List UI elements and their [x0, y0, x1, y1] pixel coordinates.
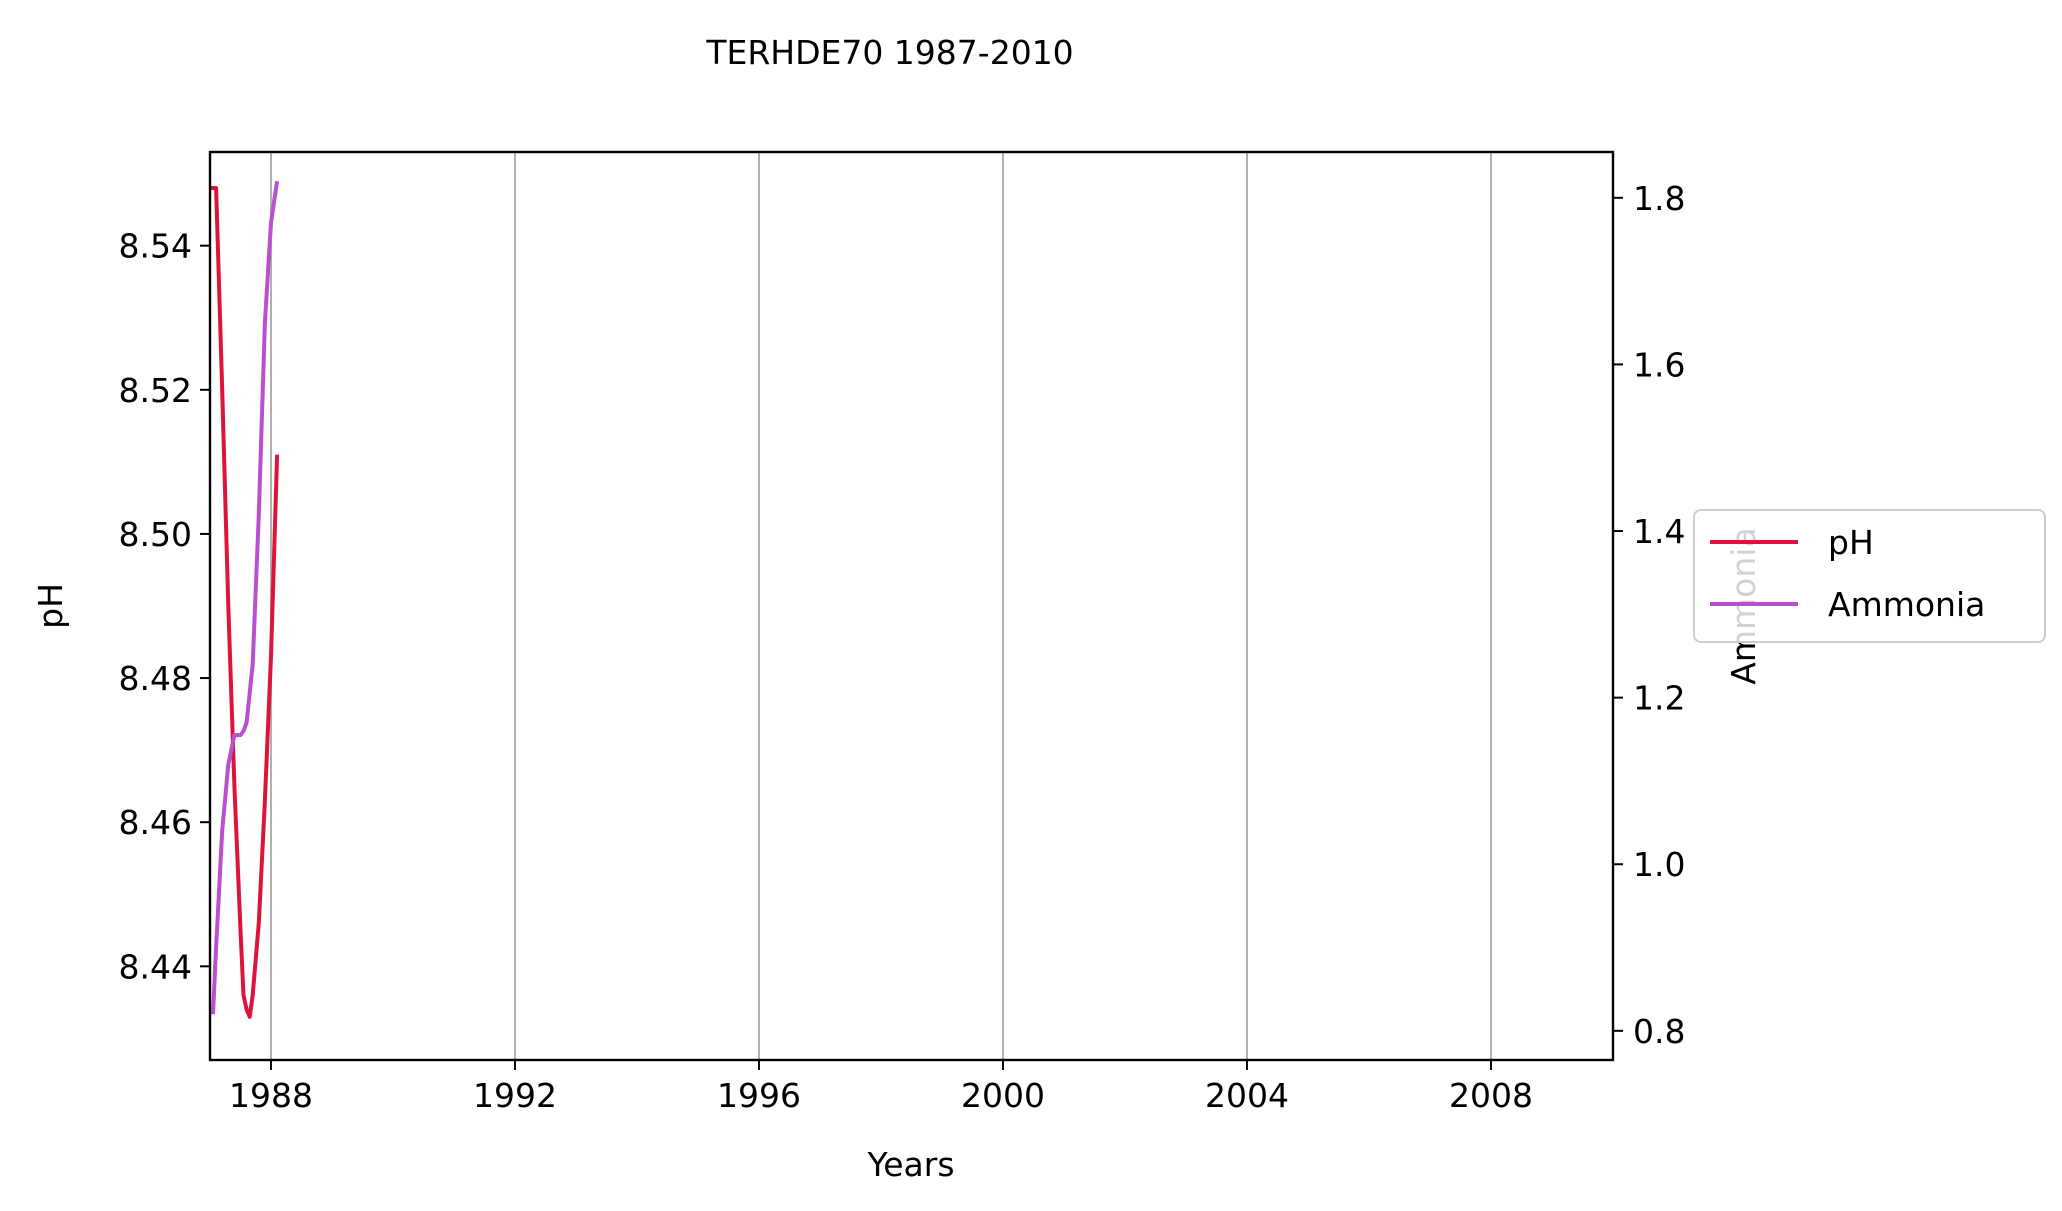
y-axis-label: pH	[31, 583, 70, 629]
x-tick-label: 2004	[1205, 1076, 1289, 1115]
y-tick-label: 8.50	[119, 515, 192, 554]
y-tick-label: 8.52	[119, 371, 192, 410]
x-tick-label: 1992	[473, 1076, 557, 1115]
y-axis-left: 8.44 8.46 8.48 8.50 8.52 8.54	[119, 227, 210, 986]
legend: pH Ammonia	[1693, 509, 2046, 643]
y2-tick-label: 1.6	[1633, 345, 1685, 384]
y-axis-right: 0.8 1.0 1.2 1.4 1.6 1.8	[1613, 179, 1685, 1051]
y-tick-label: 8.54	[119, 227, 192, 266]
series-line-ammonia	[211, 180, 280, 1015]
x-tick-label: 1996	[717, 1076, 801, 1115]
x-tick-label: 2000	[961, 1076, 1045, 1115]
series-layer	[210, 180, 280, 1019]
y2-tick-label: 1.8	[1633, 179, 1685, 218]
y-tick-label: 8.48	[119, 659, 192, 698]
x-tick-label: 2008	[1449, 1076, 1533, 1115]
grid	[270, 152, 1492, 1060]
y2-tick-label: 1.2	[1633, 679, 1685, 718]
y2-tick-label: 0.8	[1633, 1012, 1685, 1051]
x-axis: 1988 1992 1996 2000 2004 2008	[229, 1060, 1533, 1115]
y-tick-label: 8.44	[119, 947, 192, 986]
legend-label-ph: pH	[1828, 523, 1874, 562]
x-axis-label: Years	[866, 1145, 954, 1184]
y2-tick-label: 1.4	[1633, 512, 1685, 551]
plot-frame	[208, 150, 1615, 1062]
legend-label-ammonia: Ammonia	[1828, 585, 1985, 624]
x-tick-label: 1988	[229, 1076, 313, 1115]
chart-title: TERHDE70 1987-2010	[705, 33, 1073, 72]
series-line-ph	[210, 186, 280, 1019]
y2-tick-label: 1.0	[1633, 845, 1685, 884]
y-tick-label: 8.46	[119, 803, 192, 842]
